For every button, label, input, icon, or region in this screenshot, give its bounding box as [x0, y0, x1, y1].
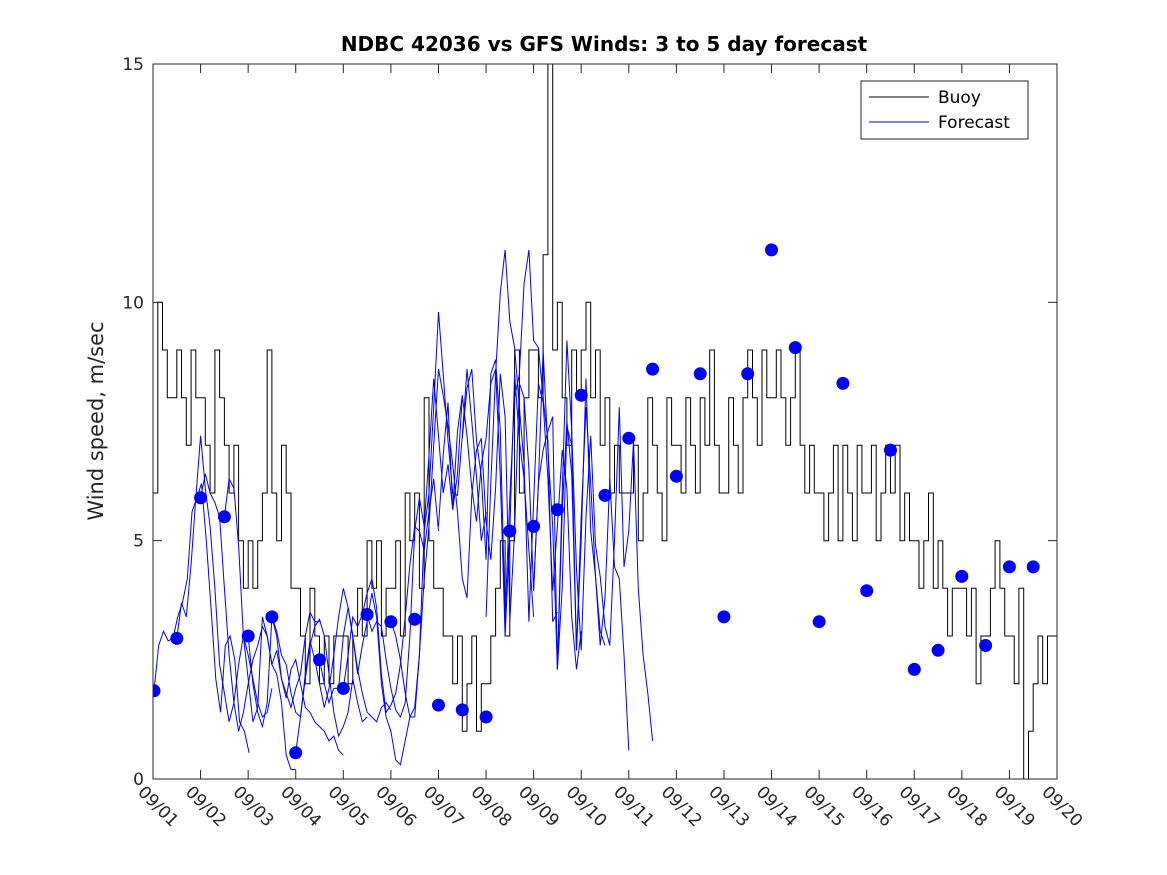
y-tick-label: 5	[133, 532, 144, 552]
forecast-marker-point	[313, 653, 326, 667]
forecast-series-line-17	[533, 378, 630, 751]
y-tick-label: 10	[122, 293, 144, 313]
legend-forecast-label: Forecast	[938, 113, 1010, 133]
forecast-series-line-3	[200, 473, 296, 770]
forecast-marker-point	[170, 631, 184, 645]
forecast-marker-point	[931, 643, 945, 657]
forecast-marker-point	[408, 612, 422, 626]
forecast-marker-point	[907, 662, 921, 676]
forecast-marker-point	[241, 629, 255, 643]
forecast-marker-point	[265, 610, 279, 624]
forecast-series-line-4	[223, 477, 320, 722]
forecast-marker-point	[884, 443, 897, 457]
forecast-marker-point	[153, 684, 161, 698]
forecast-series-line-2	[176, 435, 273, 722]
forecast-marker-point	[812, 615, 826, 629]
forecast-marker-point	[622, 431, 636, 445]
forecast-marker-point	[479, 710, 493, 724]
legend: Buoy Forecast	[860, 80, 1029, 140]
forecast-marker-point	[836, 376, 850, 390]
forecast-series-line-6	[271, 616, 368, 738]
forecast-series-line-10	[366, 378, 463, 719]
forecast-marker-point	[503, 524, 517, 538]
forecast-marker-point	[1026, 560, 1040, 574]
forecast-series-line-12	[414, 369, 511, 718]
forecast-marker-point	[384, 615, 398, 629]
forecast-series-line-18	[556, 340, 654, 741]
y-axis-label: Wind speed, m/sec	[84, 321, 108, 520]
forecast-marker-point	[955, 569, 969, 583]
forecast-marker-point	[646, 362, 660, 376]
forecast-marker-point	[669, 469, 683, 483]
forecast-series-line-8	[319, 593, 415, 766]
forecast-marker-point	[360, 608, 374, 621]
forecast-marker-point	[598, 488, 612, 502]
forecast-series-line-11	[390, 311, 487, 719]
legend-box	[860, 80, 1029, 140]
forecast-marker-point	[979, 639, 993, 652]
forecast-marker-point	[336, 681, 350, 695]
forecast-marker-point	[860, 584, 874, 598]
forecast-marker-point	[194, 491, 208, 505]
forecast-marker-point	[217, 510, 231, 524]
forecast-marker-point	[455, 703, 469, 717]
forecast-marker-point	[574, 388, 588, 402]
forecast-series-line-5	[247, 616, 344, 756]
forecast-marker-point	[432, 698, 445, 712]
chart-title: NDBC 42036 vs GFS Winds: 3 to 5 day fore…	[341, 32, 868, 56]
buoy-series-line	[153, 64, 1057, 779]
plot-content	[153, 64, 1057, 779]
forecast-marker-point	[741, 367, 755, 381]
forecast-marker-point	[717, 610, 731, 624]
forecast-series-line-7	[295, 588, 392, 753]
y-tick-label: 0	[133, 770, 144, 790]
forecast-marker-point	[1002, 560, 1016, 574]
axes-box	[152, 63, 1058, 780]
forecast-marker-point	[527, 519, 541, 533]
plot-area	[153, 64, 1057, 779]
forecast-series-line-1	[153, 483, 250, 753]
y-tick-label: 15	[122, 55, 144, 75]
forecast-marker-point	[550, 503, 564, 517]
forecast-series-line-9	[342, 478, 439, 714]
forecast-marker-point	[765, 243, 778, 257]
forecast-marker-point	[693, 367, 707, 381]
forecast-marker-point	[289, 746, 303, 760]
forecast-marker-point	[788, 341, 802, 355]
legend-buoy-label: Buoy	[938, 88, 981, 108]
